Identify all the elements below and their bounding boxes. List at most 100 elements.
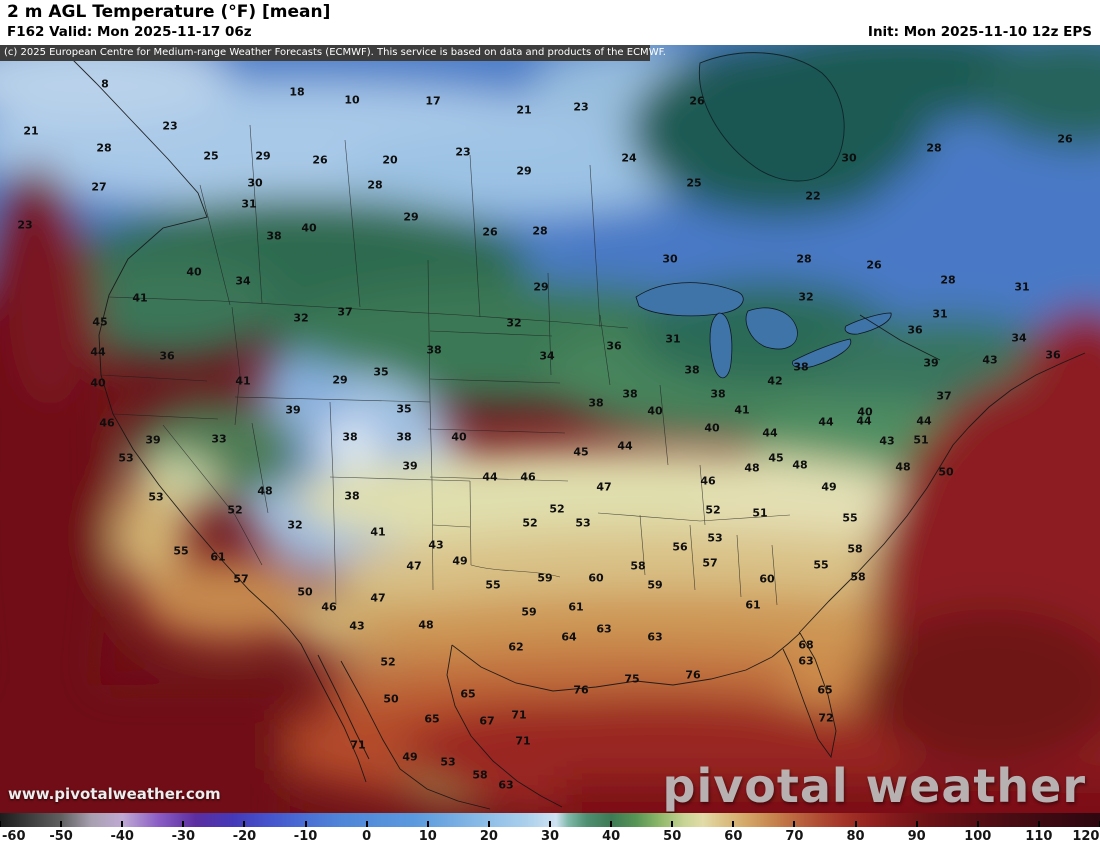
temp-label: 37 (337, 305, 353, 319)
temp-label: 47 (406, 559, 422, 573)
temp-label: 61 (210, 550, 226, 564)
temp-label: 61 (568, 600, 584, 614)
page-title: 2 m AGL Temperature (°F) [mean] (7, 2, 331, 22)
colorbar-tick-label: -20 (232, 829, 257, 844)
temp-label: 38 (342, 430, 358, 444)
temp-label: 55 (173, 544, 189, 558)
temp-label: 58 (847, 542, 863, 556)
temp-label: 50 (297, 585, 313, 599)
hudson-bay-outline (698, 52, 845, 182)
temp-label: 38 (710, 387, 726, 401)
temp-label: 42 (767, 374, 783, 388)
temp-label: 45 (573, 445, 589, 459)
temp-label: 23 (17, 218, 33, 232)
colorbar-tick-label: 90 (907, 829, 926, 844)
temp-label: 44 (818, 415, 834, 429)
temp-label: 60 (588, 571, 604, 585)
temp-label: 41 (132, 291, 148, 305)
temp-label: 41 (235, 374, 251, 388)
temp-label: 40 (857, 405, 873, 419)
temp-label: 38 (266, 229, 282, 243)
temp-label: 30 (247, 176, 263, 190)
temp-label: 38 (793, 360, 809, 374)
temp-label: 34 (235, 274, 251, 288)
init-time-text: Init: Mon 2025-11-10 12z EPS (867, 24, 1092, 40)
temp-label: 46 (99, 416, 115, 430)
temp-label: 32 (287, 518, 303, 532)
colorbar-tick-label: 40 (602, 829, 621, 844)
colorbar-tick-label: 70 (785, 829, 804, 844)
temp-label: 50 (938, 465, 954, 479)
temp-label: 48 (418, 618, 434, 632)
temp-label: 40 (451, 430, 467, 444)
temp-label: 25 (686, 176, 702, 190)
temp-label: 59 (521, 605, 537, 619)
temp-label: 76 (685, 668, 701, 682)
colorbar-tick-label: -50 (49, 829, 73, 844)
temp-label: 43 (428, 538, 444, 552)
temp-label: 45 (768, 451, 784, 465)
temp-label: 39 (145, 433, 161, 447)
colorbar-tick-mark (854, 821, 857, 827)
temp-label: 8 (101, 77, 109, 91)
temp-label: 40 (186, 265, 202, 279)
temp-label: 55 (813, 558, 829, 572)
temp-label: 20 (382, 153, 398, 167)
temp-label: 35 (373, 365, 389, 379)
temp-label: 17 (425, 94, 441, 108)
temp-label: 38 (396, 430, 412, 444)
temp-label: 26 (312, 153, 328, 167)
temp-label: 33 (211, 432, 227, 446)
temp-label: 63 (498, 778, 514, 792)
temp-label: 22 (805, 189, 821, 203)
temp-label: 44 (617, 439, 633, 453)
temp-label: 53 (440, 755, 456, 769)
temp-label: 49 (821, 480, 837, 494)
temp-label: 40 (647, 404, 663, 418)
temp-label: 38 (622, 387, 638, 401)
temp-label: 50 (383, 692, 399, 706)
temp-label: 21 (23, 124, 39, 138)
temp-label: 30 (662, 252, 678, 266)
temp-label: 44 (762, 426, 778, 440)
temp-label: 37 (936, 389, 952, 403)
map-header: 2 m AGL Temperature (°F) [mean] F162 Val… (0, 0, 1100, 45)
valid-time-text: F162 Valid: Mon 2025-11-17 06z (7, 24, 252, 40)
temp-label: 43 (982, 353, 998, 367)
temp-label: 34 (1011, 331, 1027, 345)
temp-label: 36 (1045, 348, 1061, 362)
temp-label: 51 (913, 433, 929, 447)
temp-label: 26 (866, 258, 882, 272)
copyright-bar: (c) 2025 European Centre for Medium-rang… (0, 45, 666, 61)
map-canvas[interactable]: (c) 2025 European Centre for Medium-rang… (0, 45, 1100, 813)
temp-label: 59 (537, 571, 553, 585)
colorbar-tick-label: 60 (724, 829, 743, 844)
temp-label: 21 (516, 103, 532, 117)
temp-label: 26 (482, 225, 498, 239)
temp-label: 24 (621, 151, 637, 165)
temp-label: 31 (241, 197, 257, 211)
temp-label: 59 (647, 578, 663, 592)
colorbar-tick-mark (671, 821, 674, 827)
temp-label: 44 (482, 470, 498, 484)
colorbar-tick-label: 80 (846, 829, 865, 844)
temp-label: 65 (424, 712, 440, 726)
temp-label: 53 (118, 451, 134, 465)
colorbar: -60 -50 -40 -30 -20 -10 0 10 20 30 40 50 60 70 80 90 100… (0, 813, 1100, 850)
temp-label: 57 (233, 572, 249, 586)
temp-label: 40 (704, 421, 720, 435)
temp-label: 44 (916, 414, 932, 428)
temp-label: 41 (370, 525, 386, 539)
colorbar-tick-mark (426, 821, 429, 827)
temp-label: 43 (879, 434, 895, 448)
temp-label: 28 (367, 178, 383, 192)
temp-label: 62 (508, 640, 524, 654)
temp-label: 29 (255, 149, 271, 163)
colorbar-tick-mark (365, 821, 368, 827)
temp-label: 48 (257, 484, 273, 498)
colorbar-tick-mark (487, 821, 490, 827)
temp-label: 58 (630, 559, 646, 573)
temp-label: 55 (485, 578, 501, 592)
temp-label: 53 (575, 516, 591, 530)
